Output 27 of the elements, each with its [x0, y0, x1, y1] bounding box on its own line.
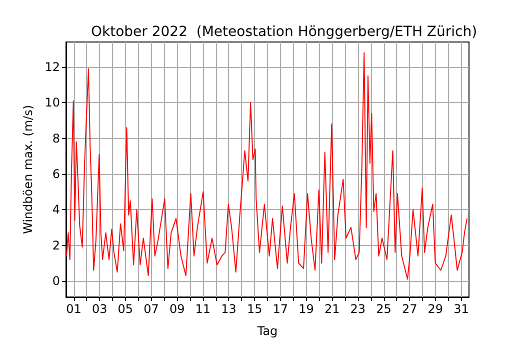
- y-tick-label: 2: [52, 238, 60, 252]
- chart-title: Oktober 2022 (Meteostation Hönggerberg/ETH Zürich): [90, 24, 478, 40]
- x-tick-label: 05: [118, 302, 134, 316]
- x-tick-label: 03: [92, 302, 108, 316]
- y-tick-label: 0: [52, 274, 60, 288]
- x-tick-label: 07: [144, 302, 159, 316]
- y-tick-label: 8: [52, 131, 60, 146]
- x-tick-label: 01: [66, 302, 82, 316]
- x-tick-label: 27: [402, 302, 418, 316]
- line-series: [66, 52, 468, 280]
- y-tick-label: 6: [52, 166, 60, 181]
- x-tick-label: 29: [428, 302, 444, 316]
- x-tick-label: 23: [350, 302, 366, 316]
- x-axis-title: Tag: [256, 324, 278, 338]
- x-tick-label: 31: [454, 302, 469, 316]
- x-tick-label: 15: [246, 302, 262, 316]
- x-tick-label: 13: [221, 302, 236, 316]
- x-tick-label: 19: [298, 302, 314, 316]
- y-tick-label: 10: [44, 96, 60, 110]
- y-axis-title: Windböen max. (m/s): [20, 104, 35, 234]
- x-tick-label: 21: [324, 302, 340, 316]
- y-tick-label: 12: [44, 60, 60, 74]
- x-tick-label: 25: [376, 302, 392, 316]
- x-tick-label: 11: [195, 302, 211, 316]
- x-tick-label: 09: [169, 302, 185, 316]
- y-tick-label: 4: [52, 202, 60, 217]
- x-tick-label: 17: [272, 302, 288, 316]
